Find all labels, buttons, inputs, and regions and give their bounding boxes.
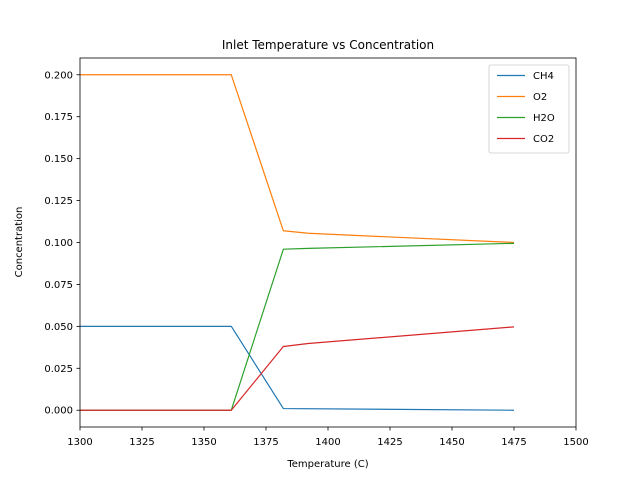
series-layer <box>80 74 515 411</box>
legend-frame <box>488 64 570 154</box>
y-tick-label: 0.125 <box>44 196 73 207</box>
y-tick-label: 0.175 <box>44 112 73 123</box>
tick-layer: 1300 1325 1350 1375 1400 1425 1450 1475 1500 0.00… <box>44 70 588 448</box>
x-tick-label: 1325 <box>129 437 154 448</box>
y-tick-label: 0.025 <box>44 364 73 375</box>
series-line-o2 <box>80 74 515 244</box>
plot-area-frame <box>79 57 577 428</box>
y-tick-label: 0.075 <box>44 280 73 291</box>
y-tick-label: 0.200 <box>44 70 73 81</box>
series-line-co2 <box>80 326 515 411</box>
legend-label-o2: O2 <box>533 92 547 103</box>
legend: CH4 O2 H2O CO2 <box>488 64 570 154</box>
x-tick-label: 1375 <box>253 437 278 448</box>
legend-label-co2: CO2 <box>533 134 554 145</box>
x-axis-label: Temperature (C) <box>286 459 368 470</box>
x-tick-label: 1400 <box>315 437 340 448</box>
x-tick-label: 1425 <box>377 437 402 448</box>
series-line-ch4 <box>80 325 515 411</box>
y-tick-label: 0.100 <box>44 238 73 249</box>
y-axis-label: Concentration <box>14 207 25 278</box>
x-tick-label: 1500 <box>563 437 588 448</box>
chart-title: Inlet Temperature vs Concentration <box>222 38 434 52</box>
x-tick-label: 1300 <box>67 437 92 448</box>
y-tick-label: 0.150 <box>44 154 73 165</box>
y-tick-label: 0.000 <box>44 406 73 417</box>
y-tick-label: 0.050 <box>44 322 73 333</box>
x-tick-label: 1475 <box>501 437 526 448</box>
legend-label-h2o: H2O <box>533 113 555 124</box>
x-tick-label: 1350 <box>191 437 216 448</box>
x-tick-label: 1450 <box>439 437 464 448</box>
legend-label-ch4: CH4 <box>533 71 554 82</box>
